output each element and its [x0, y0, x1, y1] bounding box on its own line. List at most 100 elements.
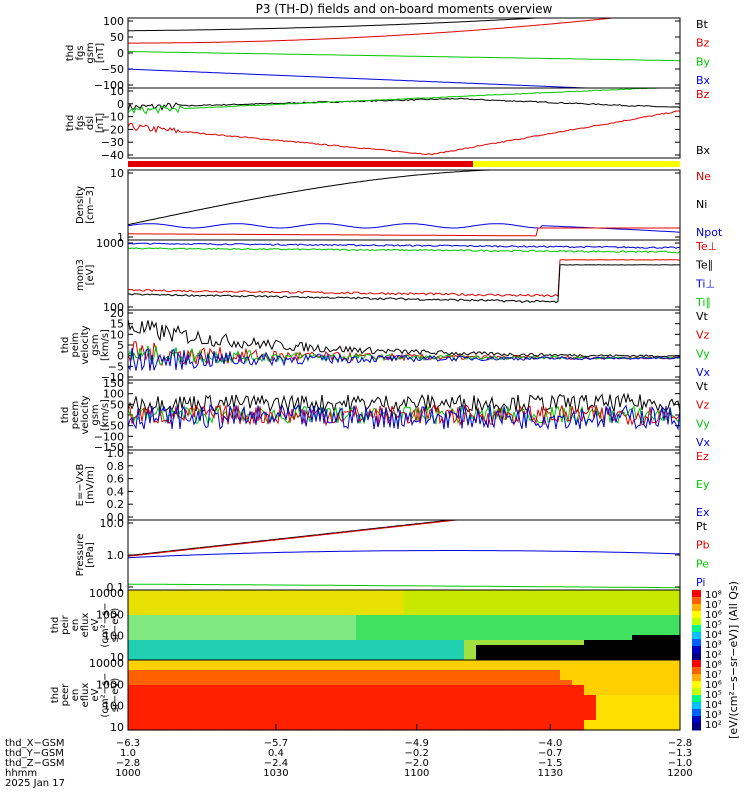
spectrogram-cell-electron [236, 670, 249, 676]
legend-Te⊥: Te⊥ [695, 240, 717, 253]
spectrogram-cell-electron [488, 680, 501, 686]
spectrogram-cell-electron [140, 705, 153, 711]
spectrogram-cell-ion [536, 595, 549, 601]
spectrogram-cell-ion [548, 655, 561, 661]
y-tick-label: 0.2 [107, 498, 125, 511]
spectrogram-cell-electron [656, 675, 669, 681]
spectrogram-cell-electron [500, 700, 513, 706]
spectrogram-cell-electron [164, 675, 177, 681]
spectrogram-cell-ion [152, 650, 165, 656]
spectrogram-cell-electron [464, 690, 477, 696]
spectrogram-cell-ion [560, 615, 573, 621]
spectrogram-cell-electron [308, 685, 321, 691]
spectrogram-cell-ion [488, 595, 501, 601]
spectrogram-cell-ion [608, 650, 621, 656]
spectrogram-cell-electron [608, 675, 621, 681]
spectrogram-cell-ion [344, 640, 357, 646]
spectrogram-cell-electron [224, 660, 237, 666]
spectrogram-cell-electron [656, 685, 669, 691]
spectrogram-cell-electron [152, 705, 165, 711]
spectrogram-cell-electron [416, 715, 429, 721]
spectrogram-cell-ion [584, 635, 597, 641]
spectrogram-cell-electron [428, 695, 441, 701]
spectrogram-cell-electron [332, 695, 345, 701]
spectrogram-cell-electron [668, 705, 681, 711]
spectrogram-cell-ion [488, 640, 501, 646]
mode-bar [128, 161, 680, 167]
spectrogram-cell-electron [488, 705, 501, 711]
series-By-dsl [127, 87, 680, 115]
spectrogram-cell-electron [128, 660, 141, 666]
spectrogram-cell-ion [308, 625, 321, 631]
spectrogram-cell-electron [308, 705, 321, 711]
spectrogram-cell-ion [488, 600, 501, 606]
spectrogram-cell-electron [572, 660, 585, 666]
y-tick-label: −50 [101, 420, 124, 433]
y-label-line: [mV/m] [85, 466, 96, 504]
spectrogram-cell-ion [188, 590, 201, 596]
spectrogram-cell-electron [248, 675, 261, 681]
spectrogram-cell-ion [344, 635, 357, 641]
spectrogram-cell-ion [440, 615, 453, 621]
spectrogram-cell-ion [512, 605, 525, 611]
spectrogram-cell-ion [428, 635, 441, 641]
spectrogram-cell-ion [152, 635, 165, 641]
spectrogram-cell-ion [200, 600, 213, 606]
spectrogram-cell-ion [272, 640, 285, 646]
spectrogram-cell-electron [308, 670, 321, 676]
spectrogram-cell-ion [296, 640, 309, 646]
spectrogram-cell-electron [128, 695, 141, 701]
spectrogram-cell-electron [524, 720, 537, 726]
y-axis-label: E=−VxB [mV/m] [75, 464, 96, 507]
spectrogram-cell-ion [260, 600, 273, 606]
spectrogram-cell-electron [128, 680, 141, 686]
spectrogram-cell-ion [512, 635, 525, 641]
spectrogram-cell-electron [260, 725, 273, 731]
spectrogram-cell-ion [380, 645, 393, 651]
spectrogram-cell-ion [500, 615, 513, 621]
spectrogram-cell-ion [248, 610, 261, 616]
colorbar-swatch [692, 625, 701, 633]
spectrogram-cell-electron [572, 685, 585, 691]
spectrogram-cell-electron [212, 725, 225, 731]
spectrogram-cell-ion [152, 615, 165, 621]
spectrogram-cell-ion [428, 620, 441, 626]
x-tick-label: 1030 [263, 768, 288, 779]
spectrogram-cell-electron [488, 715, 501, 721]
spectrogram-cell-electron [164, 700, 177, 706]
spectrogram-cell-electron [320, 700, 333, 706]
spectrogram-cell-ion [380, 590, 393, 596]
spectrogram-cell-electron [368, 700, 381, 706]
spectrogram-cell-electron [224, 720, 237, 726]
spectrogram-cell-electron [620, 705, 633, 711]
spectrogram-cell-ion [596, 590, 609, 596]
spectrogram-cell-electron [488, 720, 501, 726]
spectrogram-cell-ion [260, 610, 273, 616]
spectrogram-cell-electron [548, 715, 561, 721]
spectrogram-cell-ion [272, 650, 285, 656]
spectrogram-cell-ion [656, 610, 669, 616]
spectrogram-cell-ion [608, 600, 621, 606]
spectrogram-cell-ion [236, 595, 249, 601]
spectrogram-cell-ion [560, 600, 573, 606]
y-label-line: thd [65, 45, 76, 62]
spectrogram-cell-electron [152, 675, 165, 681]
y-label-line: peer [60, 683, 71, 707]
spectrogram-cell-ion [200, 630, 213, 636]
spectrogram-cell-ion [368, 600, 381, 606]
spectrogram-cell-electron [188, 725, 201, 731]
spectrogram-cell-electron [632, 725, 645, 731]
spectrogram-cell-ion [428, 605, 441, 611]
spectrogram-cell-ion [380, 630, 393, 636]
spectrogram-cell-electron [548, 675, 561, 681]
spectrogram-cell-electron [152, 710, 165, 716]
spectrogram-cell-ion [272, 645, 285, 651]
spectrogram-cell-ion [212, 590, 225, 596]
spectrogram-cell-ion [188, 650, 201, 656]
spectrogram-cell-electron [356, 700, 369, 706]
spectrogram-cell-ion [344, 610, 357, 616]
spectrogram-cell-ion [296, 630, 309, 636]
date-label: 2025 Jan 17 [5, 778, 65, 789]
spectrogram-cell-ion [320, 650, 333, 656]
legend-Pb: Pb [696, 539, 710, 552]
